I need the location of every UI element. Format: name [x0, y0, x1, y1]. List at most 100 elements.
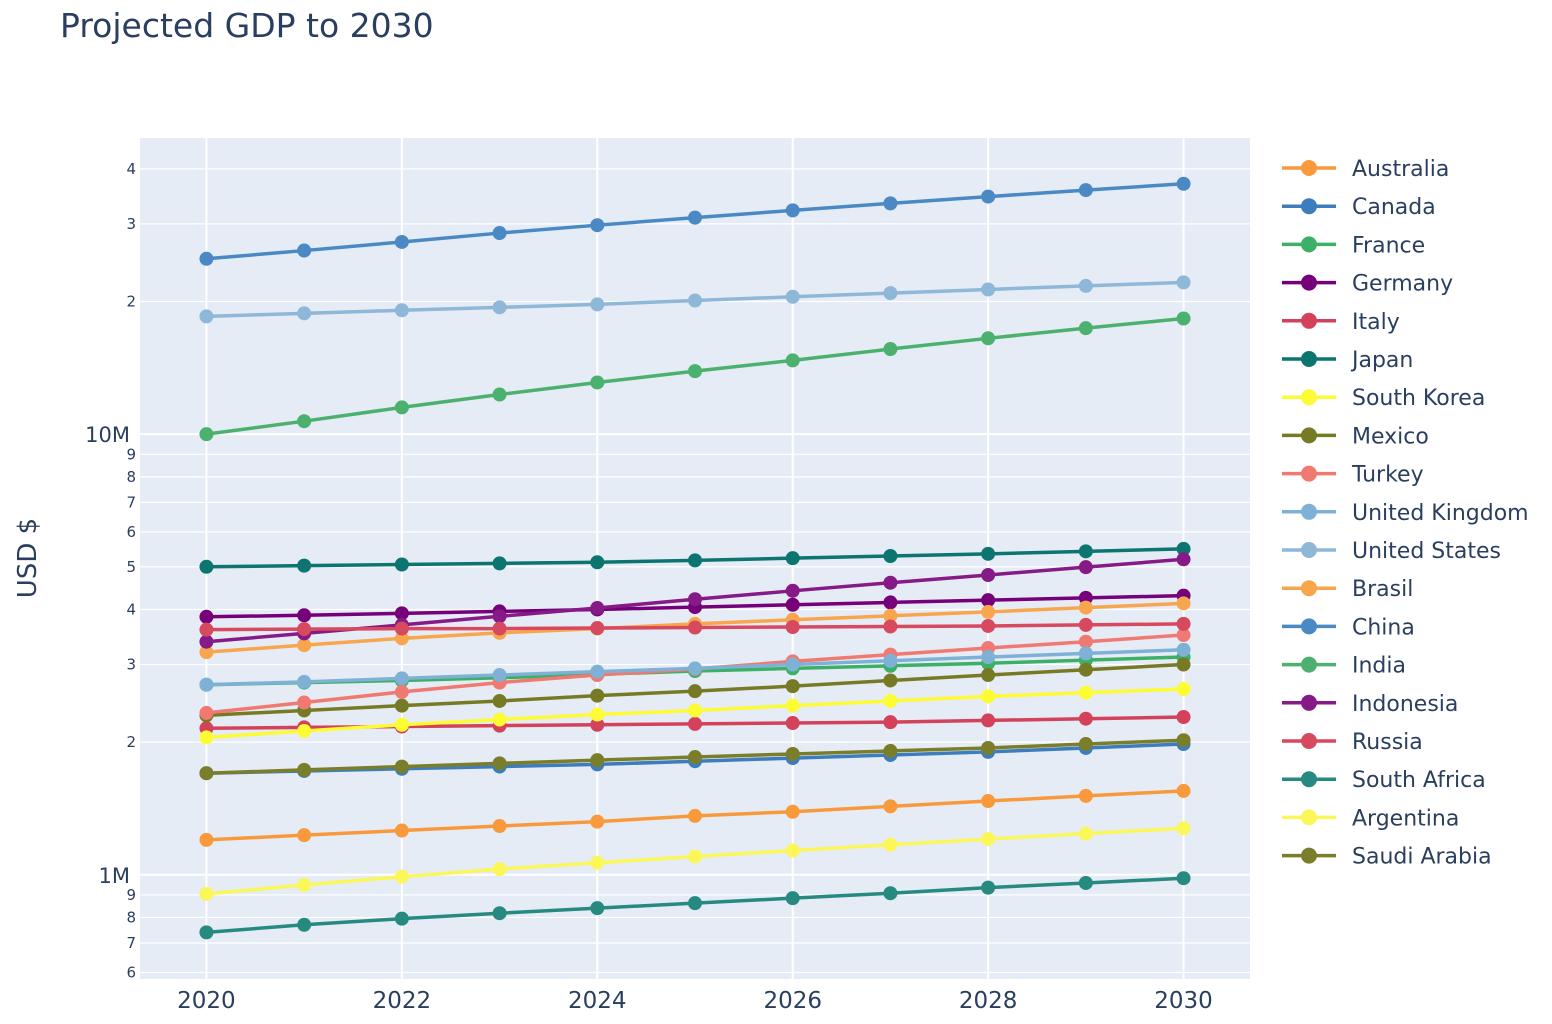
data-point[interactable]	[981, 189, 996, 204]
data-point[interactable]	[1176, 628, 1191, 643]
data-point[interactable]	[883, 715, 898, 730]
data-point[interactable]	[394, 717, 409, 732]
legend-item[interactable]: Australia	[1282, 157, 1449, 182]
data-point[interactable]	[394, 684, 409, 699]
data-point[interactable]	[981, 618, 996, 633]
legend-item[interactable]: Italy	[1282, 310, 1400, 335]
data-point[interactable]	[981, 604, 996, 619]
data-point[interactable]	[785, 597, 800, 612]
data-point[interactable]	[492, 300, 507, 315]
data-point[interactable]	[981, 593, 996, 608]
data-point[interactable]	[199, 766, 214, 781]
data-point[interactable]	[981, 689, 996, 704]
data-point[interactable]	[297, 762, 312, 777]
data-point[interactable]	[394, 557, 409, 572]
data-point[interactable]	[199, 925, 214, 940]
legend-item[interactable]: South Korea	[1282, 386, 1485, 411]
series-united-kingdom[interactable]	[199, 642, 1191, 692]
series-south-africa[interactable]	[199, 871, 1191, 940]
series-russia[interactable]	[199, 616, 1191, 637]
data-point[interactable]	[492, 756, 507, 771]
series-argentina[interactable]	[199, 821, 1191, 901]
data-point[interactable]	[492, 712, 507, 727]
data-point[interactable]	[785, 746, 800, 761]
data-point[interactable]	[590, 218, 605, 233]
data-point[interactable]	[785, 551, 800, 566]
data-point[interactable]	[688, 684, 702, 699]
data-point[interactable]	[883, 548, 898, 563]
data-point[interactable]	[1078, 685, 1093, 700]
data-point[interactable]	[981, 832, 996, 847]
data-point[interactable]	[883, 196, 898, 211]
data-point[interactable]	[1078, 737, 1093, 752]
data-point[interactable]	[199, 705, 214, 720]
data-point[interactable]	[590, 297, 605, 312]
data-point[interactable]	[199, 832, 214, 847]
data-point[interactable]	[785, 289, 800, 304]
data-point[interactable]	[688, 808, 702, 823]
data-point[interactable]	[394, 234, 409, 249]
data-point[interactable]	[590, 601, 605, 616]
legend-item[interactable]: Indonesia	[1282, 692, 1458, 717]
legend-item[interactable]: Mexico	[1282, 424, 1429, 449]
data-point[interactable]	[1078, 826, 1093, 841]
data-point[interactable]	[297, 723, 312, 738]
legend-item[interactable]: Argentina	[1282, 806, 1459, 831]
legend-item[interactable]: Japan	[1282, 348, 1413, 373]
data-point[interactable]	[394, 303, 409, 318]
data-point[interactable]	[981, 282, 996, 297]
data-point[interactable]	[785, 620, 800, 635]
data-point[interactable]	[688, 716, 702, 731]
data-point[interactable]	[883, 837, 898, 852]
data-point[interactable]	[492, 693, 507, 708]
data-point[interactable]	[394, 759, 409, 774]
series-saudi-arabia[interactable]	[199, 733, 1191, 781]
data-point[interactable]	[297, 558, 312, 573]
data-point[interactable]	[199, 634, 214, 649]
legend-item[interactable]: Canada	[1282, 195, 1436, 220]
data-point[interactable]	[590, 375, 605, 390]
data-point[interactable]	[1078, 321, 1093, 336]
data-point[interactable]	[981, 668, 996, 683]
data-point[interactable]	[688, 896, 702, 911]
data-point[interactable]	[883, 619, 898, 634]
data-point[interactable]	[688, 364, 702, 379]
legend-item[interactable]: South Africa	[1282, 768, 1486, 793]
data-point[interactable]	[688, 293, 702, 308]
data-point[interactable]	[590, 664, 605, 679]
legend-item[interactable]: United States	[1282, 539, 1501, 564]
data-point[interactable]	[1078, 875, 1093, 890]
data-point[interactable]	[394, 698, 409, 713]
data-point[interactable]	[883, 693, 898, 708]
data-point[interactable]	[199, 645, 214, 660]
data-point[interactable]	[883, 608, 898, 623]
data-point[interactable]	[981, 713, 996, 728]
data-point[interactable]	[1176, 681, 1191, 696]
data-point[interactable]	[1176, 783, 1191, 798]
data-point[interactable]	[1176, 821, 1191, 836]
data-point[interactable]	[297, 917, 312, 932]
data-point[interactable]	[981, 880, 996, 895]
data-point[interactable]	[785, 679, 800, 694]
data-point[interactable]	[199, 559, 214, 574]
data-point[interactable]	[297, 638, 312, 653]
legend-item[interactable]: United Kingdom	[1282, 501, 1529, 526]
data-point[interactable]	[1078, 278, 1093, 293]
data-point[interactable]	[688, 703, 702, 718]
data-point[interactable]	[688, 210, 702, 225]
data-point[interactable]	[785, 716, 800, 731]
data-point[interactable]	[981, 794, 996, 809]
data-point[interactable]	[688, 592, 702, 607]
data-point[interactable]	[199, 622, 214, 637]
data-point[interactable]	[590, 707, 605, 722]
data-point[interactable]	[199, 677, 214, 692]
data-point[interactable]	[199, 609, 214, 624]
data-point[interactable]	[785, 698, 800, 713]
data-point[interactable]	[1176, 596, 1191, 611]
data-point[interactable]	[1176, 657, 1191, 672]
data-point[interactable]	[981, 650, 996, 665]
data-point[interactable]	[1078, 600, 1093, 615]
data-point[interactable]	[785, 804, 800, 819]
data-point[interactable]	[297, 414, 312, 429]
data-point[interactable]	[394, 400, 409, 415]
